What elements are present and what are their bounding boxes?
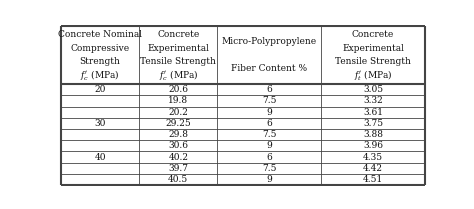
Text: Compressive: Compressive xyxy=(71,44,130,53)
Text: 7.5: 7.5 xyxy=(262,164,276,173)
Text: 6: 6 xyxy=(266,85,272,94)
Text: 20.2: 20.2 xyxy=(168,108,188,117)
Text: $f_t^{\prime}$ (MPa): $f_t^{\prime}$ (MPa) xyxy=(354,68,392,83)
Text: 3.32: 3.32 xyxy=(363,96,383,105)
Bar xyxy=(61,174,425,185)
Text: 40: 40 xyxy=(94,153,106,162)
Text: 9: 9 xyxy=(266,175,272,184)
Text: 3.75: 3.75 xyxy=(363,119,383,128)
Text: 3.96: 3.96 xyxy=(363,141,383,150)
Text: 3.61: 3.61 xyxy=(363,108,383,117)
Bar xyxy=(61,118,425,129)
Text: Strength: Strength xyxy=(80,57,120,66)
Text: 6: 6 xyxy=(266,119,272,128)
Text: Tensile Strength: Tensile Strength xyxy=(140,57,216,66)
Text: 6: 6 xyxy=(266,153,272,162)
Text: Experimental: Experimental xyxy=(342,44,404,53)
Text: 30.6: 30.6 xyxy=(168,141,188,150)
Text: 40.5: 40.5 xyxy=(168,175,189,184)
Text: 3.05: 3.05 xyxy=(363,85,383,94)
Text: 20.6: 20.6 xyxy=(168,85,188,94)
Text: 9: 9 xyxy=(266,141,272,150)
Bar xyxy=(61,84,425,95)
Text: Micro-Polypropylene: Micro-Polypropylene xyxy=(222,37,317,46)
Text: Concrete: Concrete xyxy=(352,30,394,39)
Text: 19.8: 19.8 xyxy=(168,96,189,105)
Text: 3.88: 3.88 xyxy=(363,130,383,139)
Text: 7.5: 7.5 xyxy=(262,96,276,105)
Bar xyxy=(61,107,425,118)
Text: 39.7: 39.7 xyxy=(168,164,188,173)
Text: 4.35: 4.35 xyxy=(363,153,383,162)
Text: $f_c^{\prime}$ (MPa): $f_c^{\prime}$ (MPa) xyxy=(81,68,120,83)
Text: 4.42: 4.42 xyxy=(363,164,383,173)
Text: 7.5: 7.5 xyxy=(262,130,276,139)
Text: Concrete Nominal: Concrete Nominal xyxy=(58,30,142,39)
Bar xyxy=(61,129,425,140)
Text: 20: 20 xyxy=(94,85,106,94)
Bar xyxy=(61,163,425,174)
Text: Experimental: Experimental xyxy=(147,44,210,53)
Text: 29.25: 29.25 xyxy=(165,119,191,128)
Text: Concrete: Concrete xyxy=(157,30,200,39)
Text: Fiber Content %: Fiber Content % xyxy=(231,64,307,73)
Text: 9: 9 xyxy=(266,108,272,117)
Text: 4.51: 4.51 xyxy=(363,175,383,184)
Text: $f_c^{\prime}$ (MPa): $f_c^{\prime}$ (MPa) xyxy=(159,68,198,83)
Text: 29.8: 29.8 xyxy=(168,130,188,139)
Bar xyxy=(61,140,425,152)
Text: Tensile Strength: Tensile Strength xyxy=(335,57,411,66)
Text: 30: 30 xyxy=(94,119,106,128)
Bar xyxy=(61,95,425,107)
Text: 40.2: 40.2 xyxy=(168,153,188,162)
Bar xyxy=(61,152,425,163)
